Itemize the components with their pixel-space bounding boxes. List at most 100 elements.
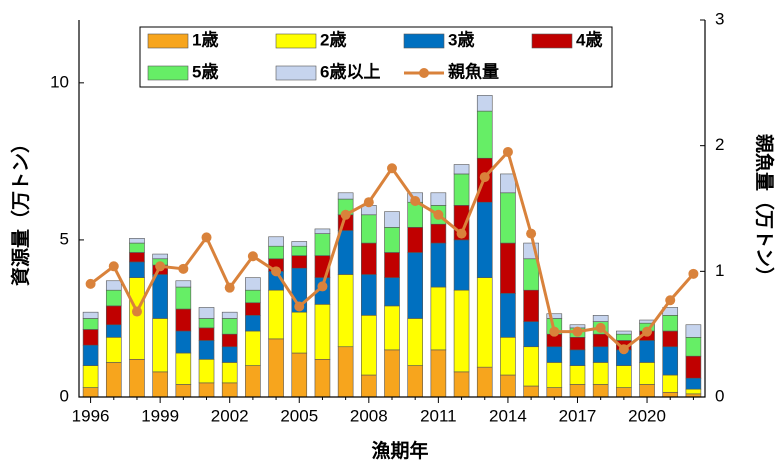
bar-segment — [430, 223, 447, 244]
x-tick-label: 2005 — [280, 406, 318, 425]
bar-segment — [245, 302, 261, 316]
bar-segment — [361, 274, 377, 316]
bar-segment — [105, 337, 122, 363]
bar-segment — [453, 164, 470, 175]
line-marker — [363, 197, 374, 208]
bar-segment — [546, 387, 563, 398]
bar-segment — [616, 330, 632, 335]
bar-segment — [221, 318, 238, 335]
bar-segment — [500, 337, 516, 376]
bar-segment — [245, 315, 261, 332]
legend-label: 5歳 — [192, 61, 218, 81]
line-marker — [410, 195, 421, 206]
bar-segment — [129, 252, 145, 263]
x-tick-label: 2008 — [350, 406, 388, 425]
legend-label: 2歳 — [320, 29, 346, 49]
bar-segment — [407, 227, 423, 253]
line-marker — [294, 301, 305, 312]
y2-tick-label: 1 — [715, 261, 724, 280]
bar-segment — [453, 173, 470, 206]
bar-segment — [268, 289, 284, 340]
bar-segment — [291, 241, 308, 247]
line-marker — [108, 261, 119, 272]
line-marker — [224, 282, 235, 293]
bar-segment — [430, 242, 447, 288]
line-marker — [387, 163, 397, 174]
bar-segment — [384, 227, 400, 253]
x-tick-label: 1999 — [141, 406, 179, 425]
bar-segment — [198, 382, 215, 398]
bar-segment — [384, 305, 400, 351]
bar-segment — [569, 349, 586, 366]
bar-segment — [82, 387, 99, 398]
bar-segment — [407, 201, 423, 228]
bar-segment — [105, 362, 122, 398]
x-tick-label: 2011 — [420, 406, 457, 425]
x-tick-label: 2002 — [211, 406, 249, 425]
bar-segment — [129, 238, 145, 244]
bar-segment — [268, 236, 284, 247]
bar-segment — [685, 324, 702, 338]
bar-segment — [685, 388, 702, 395]
bar-segment — [476, 277, 493, 368]
bar-segment — [616, 365, 632, 388]
y-axis-title: 資源量（万トン） — [9, 134, 32, 286]
line-marker — [456, 228, 467, 239]
bar-segment — [523, 321, 539, 348]
bar-segment — [361, 315, 377, 376]
bar-segment — [361, 374, 377, 398]
bar-segment — [407, 252, 423, 319]
bar-segment — [361, 242, 377, 275]
bar-segment — [476, 201, 493, 278]
x-tick-label: 2017 — [559, 406, 597, 425]
y2-tick-label: 0 — [715, 386, 724, 405]
bar-segment — [152, 318, 168, 373]
legend-marker — [419, 68, 429, 78]
bar-segment — [152, 371, 168, 398]
bar-segment — [291, 255, 308, 269]
bar-segment — [500, 192, 516, 244]
legend-swatch — [531, 33, 573, 49]
bar-segment — [407, 365, 423, 398]
bar-segment — [476, 95, 493, 112]
line-marker — [317, 281, 328, 292]
bar-segment — [523, 346, 539, 387]
bar-segment — [639, 362, 655, 385]
bar-segment — [314, 358, 331, 398]
bar-segment — [175, 280, 192, 288]
bar-segment — [546, 362, 563, 388]
bar-segment — [221, 362, 238, 384]
bar-segment — [384, 277, 400, 307]
bar-segment — [384, 349, 400, 398]
y2-tick-label: 3 — [715, 9, 724, 28]
bar-segment — [221, 382, 238, 398]
bar-segment — [82, 329, 99, 346]
bar-segment — [175, 352, 192, 385]
bar-segment — [384, 211, 400, 228]
bar-segment — [175, 330, 192, 354]
y-tick-label: 10 — [50, 72, 69, 91]
bar-segment — [569, 337, 586, 351]
bar-segment — [685, 377, 702, 390]
x-tick-label: 2014 — [489, 406, 527, 425]
x-tick-label: 1996 — [72, 406, 110, 425]
bar-segment — [245, 330, 261, 366]
bar-segment — [453, 239, 470, 291]
bar-segment — [569, 384, 586, 398]
legend-swatch — [403, 33, 445, 49]
bar-segment — [639, 384, 655, 398]
bar-segment — [662, 330, 679, 348]
bar-segment — [129, 242, 145, 253]
line-marker — [665, 295, 676, 306]
bar-segment — [152, 253, 168, 260]
bar-segment — [500, 242, 516, 294]
bar-segment — [592, 315, 609, 322]
legend-swatch — [275, 65, 317, 81]
bar-segment — [337, 192, 354, 200]
bar-segment — [662, 346, 679, 376]
legend-swatch — [147, 33, 189, 49]
bar-segment — [592, 384, 609, 398]
line-marker — [549, 326, 560, 337]
bar-segment — [245, 365, 261, 398]
bar-segment — [639, 340, 655, 363]
